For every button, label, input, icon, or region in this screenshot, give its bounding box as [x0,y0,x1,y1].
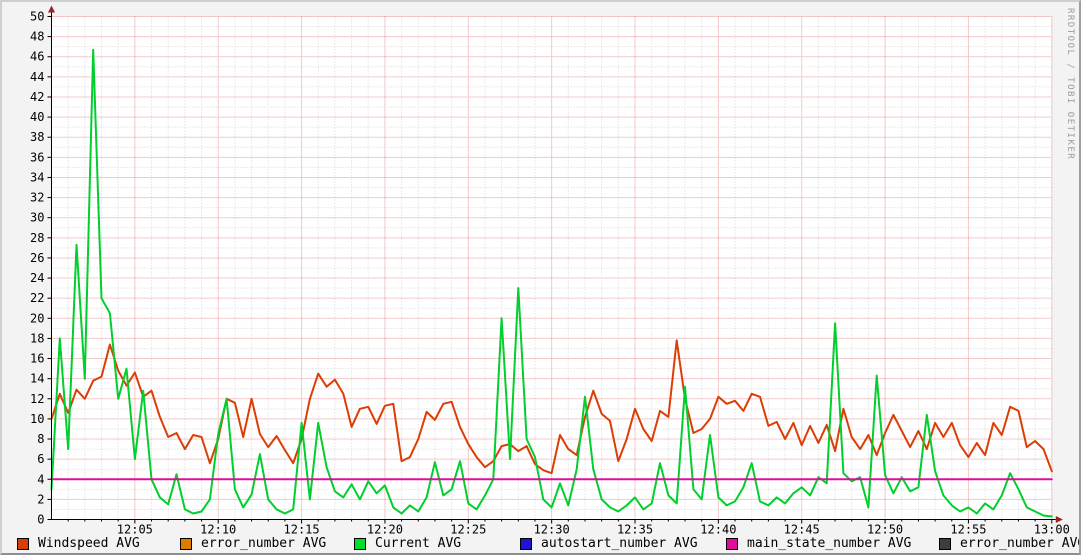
y-tick-label: 24 [30,271,44,285]
rrdtool-watermark: RRDTOOL / TOBI OETIKER [1065,8,1075,161]
y-tick-label: 40 [30,110,44,124]
x-tick-label: 12:35 [617,523,653,537]
y-tick-label: 34 [30,170,44,184]
y-tick-label: 36 [30,150,44,164]
y-tick-label: 46 [30,50,44,64]
x-tick-label: 12:30 [534,523,570,537]
y-tick-label: 16 [30,352,44,366]
y-tick-label: 6 [37,452,44,466]
y-tick-label: 2 [37,492,44,506]
y-tick-label: 8 [37,432,44,446]
series-line-2 [50,48,1053,518]
y-tick-label: 4 [37,472,44,486]
y-tick-label: 12 [30,392,44,406]
y-axis-arrow-icon [48,5,55,13]
y-tick-label: 50 [30,10,44,24]
y-tick-label: 44 [30,70,44,84]
y-tick-label: 20 [30,311,44,325]
y-tick-label: 42 [30,90,44,104]
x-tick-label: 12:45 [784,523,820,537]
x-tick-label: 12:05 [117,523,153,537]
tick-marks [47,16,1053,524]
x-tick-label: 13:00 [1034,523,1070,537]
x-tick-label: 12:20 [367,523,403,537]
series-lines [50,48,1053,518]
y-tick-label: 30 [30,211,44,225]
y-tick-label: 32 [30,191,44,205]
y-axis-labels: 0246810121416182022242628303234363840424… [30,10,44,527]
x-tick-label: 12:10 [200,523,236,537]
y-tick-label: 10 [30,412,44,426]
x-tick-label: 12:50 [867,523,903,537]
x-tick-label: 12:25 [450,523,486,537]
y-tick-label: 0 [37,513,44,527]
x-axis-labels: 12:05 12:10 12:15 12:20 12:25 12:30 12:35 12:40… [117,523,1070,537]
y-tick-label: 48 [30,30,44,44]
y-tick-label: 18 [30,331,44,345]
y-tick-label: 38 [30,130,44,144]
x-tick-label: 12:55 [950,523,986,537]
x-tick-label: 12:15 [284,523,320,537]
x-tick-label: 12:40 [700,523,736,537]
y-tick-label: 28 [30,231,44,245]
y-tick-label: 14 [30,372,44,386]
y-tick-label: 22 [30,291,44,305]
axes [51,11,1056,520]
y-tick-label: 26 [30,251,44,265]
x-axis-arrow-icon [1055,516,1063,523]
